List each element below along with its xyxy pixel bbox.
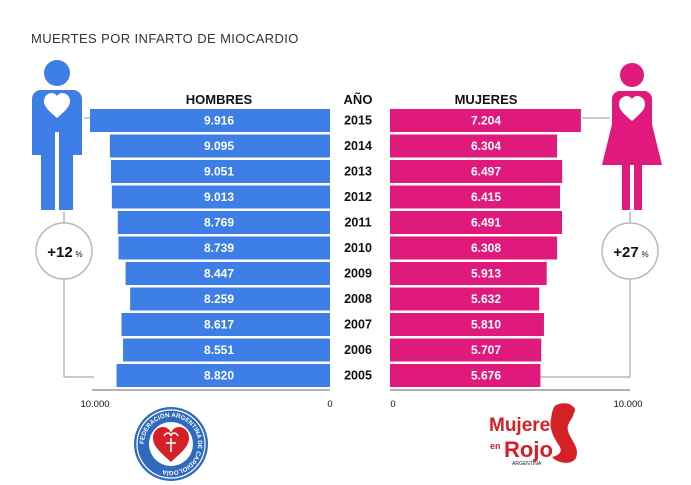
women-bar-2010 — [390, 236, 558, 260]
men-bar-2006 — [123, 338, 331, 362]
men-change-value: +12 — [47, 244, 72, 261]
men-value-label-2013: 9.051 — [204, 165, 234, 179]
men-change-unit: % — [75, 250, 82, 259]
year-label-2010: 2010 — [344, 241, 372, 255]
men-bar-2010 — [118, 236, 330, 260]
year-label-2009: 2009 — [344, 267, 372, 281]
women-change-badge: +27 % — [601, 222, 659, 280]
men-value-label-2008: 8.259 — [204, 292, 234, 306]
year-label-2013: 2013 — [344, 165, 372, 179]
women-value-label-2005: 5.676 — [471, 369, 501, 383]
men-value-label-2010: 8.739 — [204, 241, 234, 255]
women-axis-zero-label: 0 — [390, 399, 395, 410]
woman-heart-icon — [602, 63, 662, 210]
year-label-2011: 2011 — [344, 216, 371, 230]
women-value-label-2010: 6.308 — [471, 241, 501, 255]
year-label-2015: 2015 — [344, 114, 372, 128]
men-bar-2007 — [121, 313, 330, 336]
women-bar-2011 — [390, 211, 563, 234]
men-bar-2009 — [125, 262, 330, 285]
men-value-label-2006: 8.551 — [204, 343, 234, 357]
year-label-2005: 2005 — [344, 369, 372, 383]
men-bar-2008 — [130, 287, 330, 311]
women-value-label-2009: 5.913 — [471, 267, 501, 281]
men-value-label-2009: 8.447 — [204, 267, 234, 281]
year-label-2006: 2006 — [344, 343, 372, 357]
year-label-2012: 2012 — [344, 190, 372, 204]
year-label-2008: 2008 — [344, 292, 372, 306]
year-label-2014: 2014 — [344, 139, 372, 153]
men-change-badge: +12 % — [35, 222, 93, 280]
logo-word-rojo: Rojo — [504, 437, 553, 462]
men-value-label-2007: 8.617 — [204, 318, 234, 332]
logo-word-en: en — [490, 441, 501, 451]
women-value-label-2006: 5.707 — [471, 343, 501, 357]
men-bar-2011 — [117, 211, 331, 234]
logo-word-argentina: ARGENTINA — [512, 461, 542, 467]
women-bar-2015 — [390, 109, 581, 132]
men-bar-2015 — [90, 109, 330, 132]
men-value-label-2011: 8.769 — [204, 216, 234, 230]
year-label-2007: 2007 — [344, 318, 372, 332]
women-value-label-2013: 6.497 — [471, 165, 501, 179]
men-bar-2013 — [110, 160, 331, 183]
women-value-label-2012: 6.415 — [471, 190, 501, 204]
x-axes: 10.000 0 0 10.000 — [80, 389, 643, 410]
man-heart-icon — [32, 60, 82, 210]
women-value-label-2011: 6.491 — [471, 216, 501, 230]
women-value-label-2015: 7.204 — [471, 114, 501, 128]
fac-logo: FEDERACIÓN ARGENTINA DE CARDIOLOGÍA — [134, 407, 208, 481]
chart-title: MUERTES POR INFARTO DE MIOCARDIO — [31, 31, 299, 46]
women-axis-max-label: 10.000 — [613, 399, 642, 410]
year-column-header: AÑO — [344, 92, 373, 107]
bars-group: 9.916 2015 7.204 9.095 2014 6.304 9.051 2013 6.4… — [90, 109, 581, 387]
men-axis-max-label: 10.000 — [80, 399, 109, 410]
men-bar-2012 — [111, 185, 330, 209]
women-bar-2008 — [390, 287, 540, 311]
women-bar-2005 — [390, 364, 541, 387]
women-bar-2013 — [390, 160, 563, 183]
men-column-header: HOMBRES — [186, 92, 253, 107]
women-value-label-2008: 5.632 — [471, 292, 501, 306]
men-value-label-2014: 9.095 — [204, 139, 234, 153]
mujeres-en-rojo-logo: Mujeres en Rojo ARGENTINA — [489, 403, 578, 467]
women-bar-2009 — [390, 262, 547, 285]
women-value-label-2014: 6.304 — [471, 139, 501, 153]
women-change-value: +27 — [613, 244, 638, 261]
logo-word-mujeres: Mujeres — [489, 415, 561, 436]
women-column-header: MUJERES — [455, 92, 518, 107]
men-axis-zero-label: 0 — [327, 399, 332, 410]
men-value-label-2012: 9.013 — [204, 190, 234, 204]
women-bar-2014 — [390, 134, 558, 158]
women-bar-2007 — [390, 313, 544, 336]
men-bar-2005 — [116, 364, 330, 387]
women-bar-2006 — [390, 338, 542, 362]
men-bar-2014 — [109, 134, 330, 158]
men-value-label-2015: 9.916 — [204, 114, 234, 128]
men-value-label-2005: 8.820 — [204, 369, 234, 383]
women-change-unit: % — [641, 250, 648, 259]
women-bar-2012 — [390, 185, 560, 209]
women-value-label-2007: 5.810 — [471, 318, 501, 332]
